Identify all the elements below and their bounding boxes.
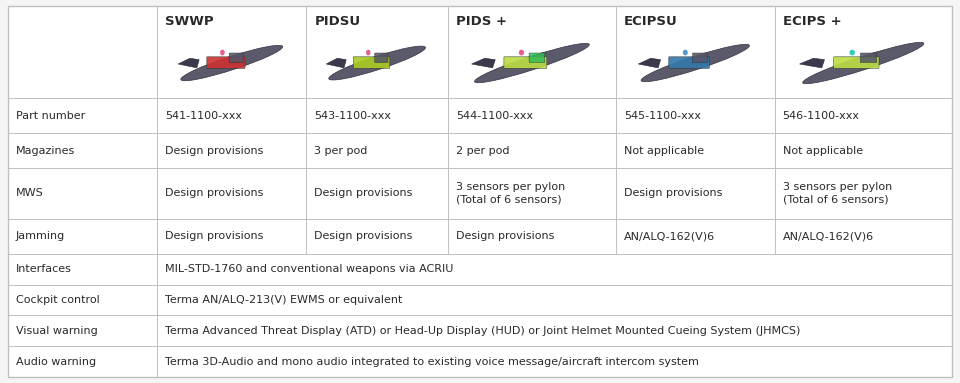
Text: 3 sensors per pylon
(Total of 6 sensors): 3 sensors per pylon (Total of 6 sensors) [456, 182, 565, 205]
Ellipse shape [366, 50, 371, 56]
Text: Design provisions: Design provisions [624, 188, 722, 198]
Ellipse shape [220, 50, 225, 56]
Polygon shape [179, 58, 199, 68]
Ellipse shape [328, 46, 425, 80]
FancyBboxPatch shape [860, 53, 876, 62]
Text: Design provisions: Design provisions [165, 188, 264, 198]
Polygon shape [638, 58, 660, 68]
Text: Terma AN/ALQ-213(V) EWMS or equivalent: Terma AN/ALQ-213(V) EWMS or equivalent [165, 295, 402, 305]
FancyBboxPatch shape [529, 53, 544, 62]
FancyBboxPatch shape [206, 57, 245, 68]
Text: Magazines: Magazines [16, 146, 75, 155]
Text: 545-1100-xxx: 545-1100-xxx [624, 111, 701, 121]
Text: Design provisions: Design provisions [314, 188, 413, 198]
FancyBboxPatch shape [504, 57, 547, 68]
Text: 543-1100-xxx: 543-1100-xxx [314, 111, 392, 121]
Polygon shape [471, 58, 495, 68]
Text: Jamming: Jamming [16, 231, 65, 241]
Text: Not applicable: Not applicable [624, 146, 704, 155]
FancyBboxPatch shape [692, 53, 708, 62]
Text: Design provisions: Design provisions [456, 231, 554, 241]
Ellipse shape [518, 50, 524, 56]
Text: MIL-STD-1760 and conventional weapons via ACRIU: MIL-STD-1760 and conventional weapons vi… [165, 264, 453, 274]
Ellipse shape [803, 43, 924, 84]
Text: ECIPS +: ECIPS + [782, 15, 841, 28]
Text: 3 per pod: 3 per pod [314, 146, 368, 155]
Polygon shape [800, 58, 825, 68]
Text: PIDSU: PIDSU [314, 15, 360, 28]
Text: Terma Advanced Threat Display (ATD) or Head-Up Display (HUD) or Joint Helmet Mou: Terma Advanced Threat Display (ATD) or H… [165, 326, 801, 336]
Text: Interfaces: Interfaces [16, 264, 72, 274]
Text: SWWP: SWWP [165, 15, 214, 28]
Text: Audio warning: Audio warning [16, 357, 96, 367]
Text: Terma 3D-Audio and mono audio integrated to existing voice message/aircraft inte: Terma 3D-Audio and mono audio integrated… [165, 357, 699, 367]
FancyBboxPatch shape [229, 53, 243, 62]
Text: Part number: Part number [16, 111, 85, 121]
Text: Not applicable: Not applicable [782, 146, 863, 155]
Polygon shape [326, 58, 347, 68]
FancyBboxPatch shape [669, 57, 709, 68]
FancyBboxPatch shape [374, 53, 388, 62]
Text: 2 per pod: 2 per pod [456, 146, 510, 155]
FancyBboxPatch shape [353, 57, 390, 68]
Text: ECIPSU: ECIPSU [624, 15, 678, 28]
FancyBboxPatch shape [833, 57, 879, 68]
Text: Design provisions: Design provisions [165, 146, 264, 155]
Text: Design provisions: Design provisions [165, 231, 264, 241]
Text: PIDS +: PIDS + [456, 15, 507, 28]
Text: 546-1100-xxx: 546-1100-xxx [782, 111, 859, 121]
Ellipse shape [180, 45, 282, 81]
Ellipse shape [850, 50, 855, 56]
Ellipse shape [474, 43, 589, 83]
Text: 541-1100-xxx: 541-1100-xxx [165, 111, 242, 121]
Text: 544-1100-xxx: 544-1100-xxx [456, 111, 533, 121]
Text: Visual warning: Visual warning [16, 326, 98, 336]
Text: AN/ALQ-162(V)6: AN/ALQ-162(V)6 [624, 231, 715, 241]
Text: AN/ALQ-162(V)6: AN/ALQ-162(V)6 [782, 231, 874, 241]
Text: 3 sensors per pylon
(Total of 6 sensors): 3 sensors per pylon (Total of 6 sensors) [782, 182, 892, 205]
Ellipse shape [683, 50, 687, 56]
Text: MWS: MWS [16, 188, 44, 198]
Text: Design provisions: Design provisions [314, 231, 413, 241]
Ellipse shape [641, 44, 750, 82]
Text: Cockpit control: Cockpit control [16, 295, 100, 305]
